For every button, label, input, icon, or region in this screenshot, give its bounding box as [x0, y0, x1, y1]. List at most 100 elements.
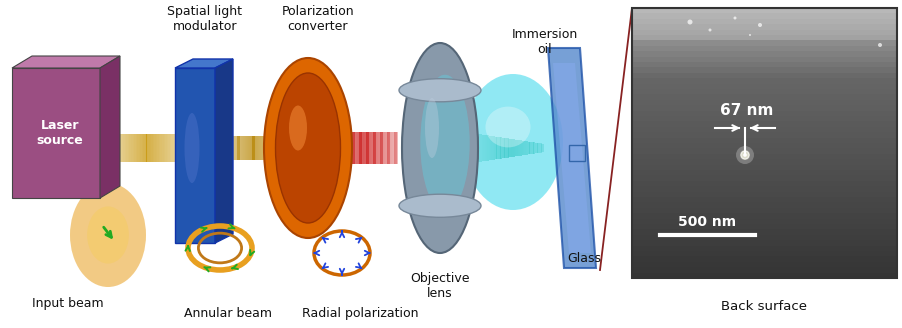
- Bar: [529, 142, 530, 154]
- Bar: [631, 78, 896, 84]
- Bar: [154, 134, 156, 162]
- Bar: [493, 136, 495, 160]
- Polygon shape: [100, 56, 120, 198]
- Bar: [271, 136, 272, 160]
- Bar: [631, 229, 896, 235]
- Ellipse shape: [425, 98, 438, 158]
- Text: Polarization
converter: Polarization converter: [281, 5, 354, 33]
- Bar: [287, 136, 288, 160]
- Bar: [262, 136, 263, 160]
- Circle shape: [742, 153, 746, 157]
- Bar: [491, 136, 492, 160]
- Circle shape: [748, 34, 750, 36]
- Text: Objective
lens: Objective lens: [410, 272, 469, 300]
- Bar: [233, 136, 234, 160]
- Bar: [631, 251, 896, 257]
- Bar: [353, 132, 354, 164]
- Bar: [388, 132, 389, 164]
- Circle shape: [757, 23, 761, 27]
- Bar: [126, 134, 128, 162]
- Bar: [289, 136, 290, 160]
- Text: Glass: Glass: [566, 252, 601, 265]
- Bar: [284, 136, 285, 160]
- Polygon shape: [175, 59, 233, 68]
- Bar: [488, 135, 490, 160]
- Bar: [368, 132, 369, 164]
- Bar: [374, 132, 375, 164]
- Bar: [499, 137, 500, 159]
- Bar: [516, 140, 517, 156]
- Bar: [221, 136, 223, 160]
- Bar: [376, 132, 378, 164]
- Bar: [172, 134, 174, 162]
- Bar: [631, 256, 896, 262]
- Ellipse shape: [87, 206, 129, 264]
- Bar: [328, 132, 330, 164]
- Bar: [362, 132, 363, 164]
- Bar: [372, 132, 373, 164]
- Bar: [631, 111, 896, 116]
- Bar: [631, 186, 896, 192]
- Bar: [143, 134, 145, 162]
- Bar: [490, 136, 491, 160]
- Bar: [288, 136, 289, 160]
- Bar: [631, 175, 896, 181]
- Bar: [332, 132, 333, 164]
- Bar: [171, 134, 172, 162]
- Bar: [236, 136, 237, 160]
- Bar: [251, 136, 252, 160]
- Circle shape: [877, 43, 881, 47]
- Bar: [352, 132, 354, 164]
- Bar: [631, 202, 896, 208]
- Bar: [492, 136, 493, 160]
- Bar: [279, 136, 280, 160]
- Bar: [124, 134, 126, 162]
- Bar: [191, 134, 193, 162]
- Ellipse shape: [70, 183, 146, 287]
- Bar: [376, 132, 377, 164]
- Bar: [537, 143, 538, 153]
- Bar: [103, 134, 105, 162]
- Bar: [631, 170, 896, 176]
- Bar: [504, 138, 505, 158]
- Bar: [159, 134, 161, 162]
- Bar: [264, 136, 265, 160]
- Bar: [151, 134, 152, 162]
- Bar: [235, 136, 236, 160]
- Bar: [631, 8, 896, 278]
- Bar: [258, 136, 259, 160]
- Bar: [247, 136, 249, 160]
- Bar: [161, 134, 163, 162]
- Bar: [114, 134, 115, 162]
- Bar: [338, 132, 339, 164]
- Bar: [631, 24, 896, 30]
- Bar: [228, 136, 229, 160]
- Ellipse shape: [275, 73, 340, 223]
- Bar: [152, 134, 154, 162]
- Bar: [631, 246, 896, 252]
- Bar: [117, 134, 118, 162]
- Bar: [631, 62, 896, 68]
- Bar: [389, 132, 390, 164]
- Bar: [101, 134, 103, 162]
- Bar: [392, 132, 393, 164]
- Bar: [511, 139, 513, 157]
- Bar: [384, 132, 386, 164]
- Text: 500 nm: 500 nm: [677, 215, 736, 229]
- Bar: [351, 132, 353, 164]
- Ellipse shape: [401, 43, 477, 253]
- Bar: [280, 136, 281, 160]
- Bar: [341, 132, 342, 164]
- Bar: [244, 136, 246, 160]
- Bar: [259, 136, 260, 160]
- Bar: [348, 132, 350, 164]
- Bar: [631, 143, 896, 149]
- Circle shape: [741, 151, 748, 159]
- Bar: [268, 136, 269, 160]
- Bar: [135, 134, 137, 162]
- Bar: [390, 132, 391, 164]
- Ellipse shape: [419, 75, 469, 211]
- Bar: [253, 136, 254, 160]
- Bar: [139, 134, 140, 162]
- Bar: [502, 138, 504, 158]
